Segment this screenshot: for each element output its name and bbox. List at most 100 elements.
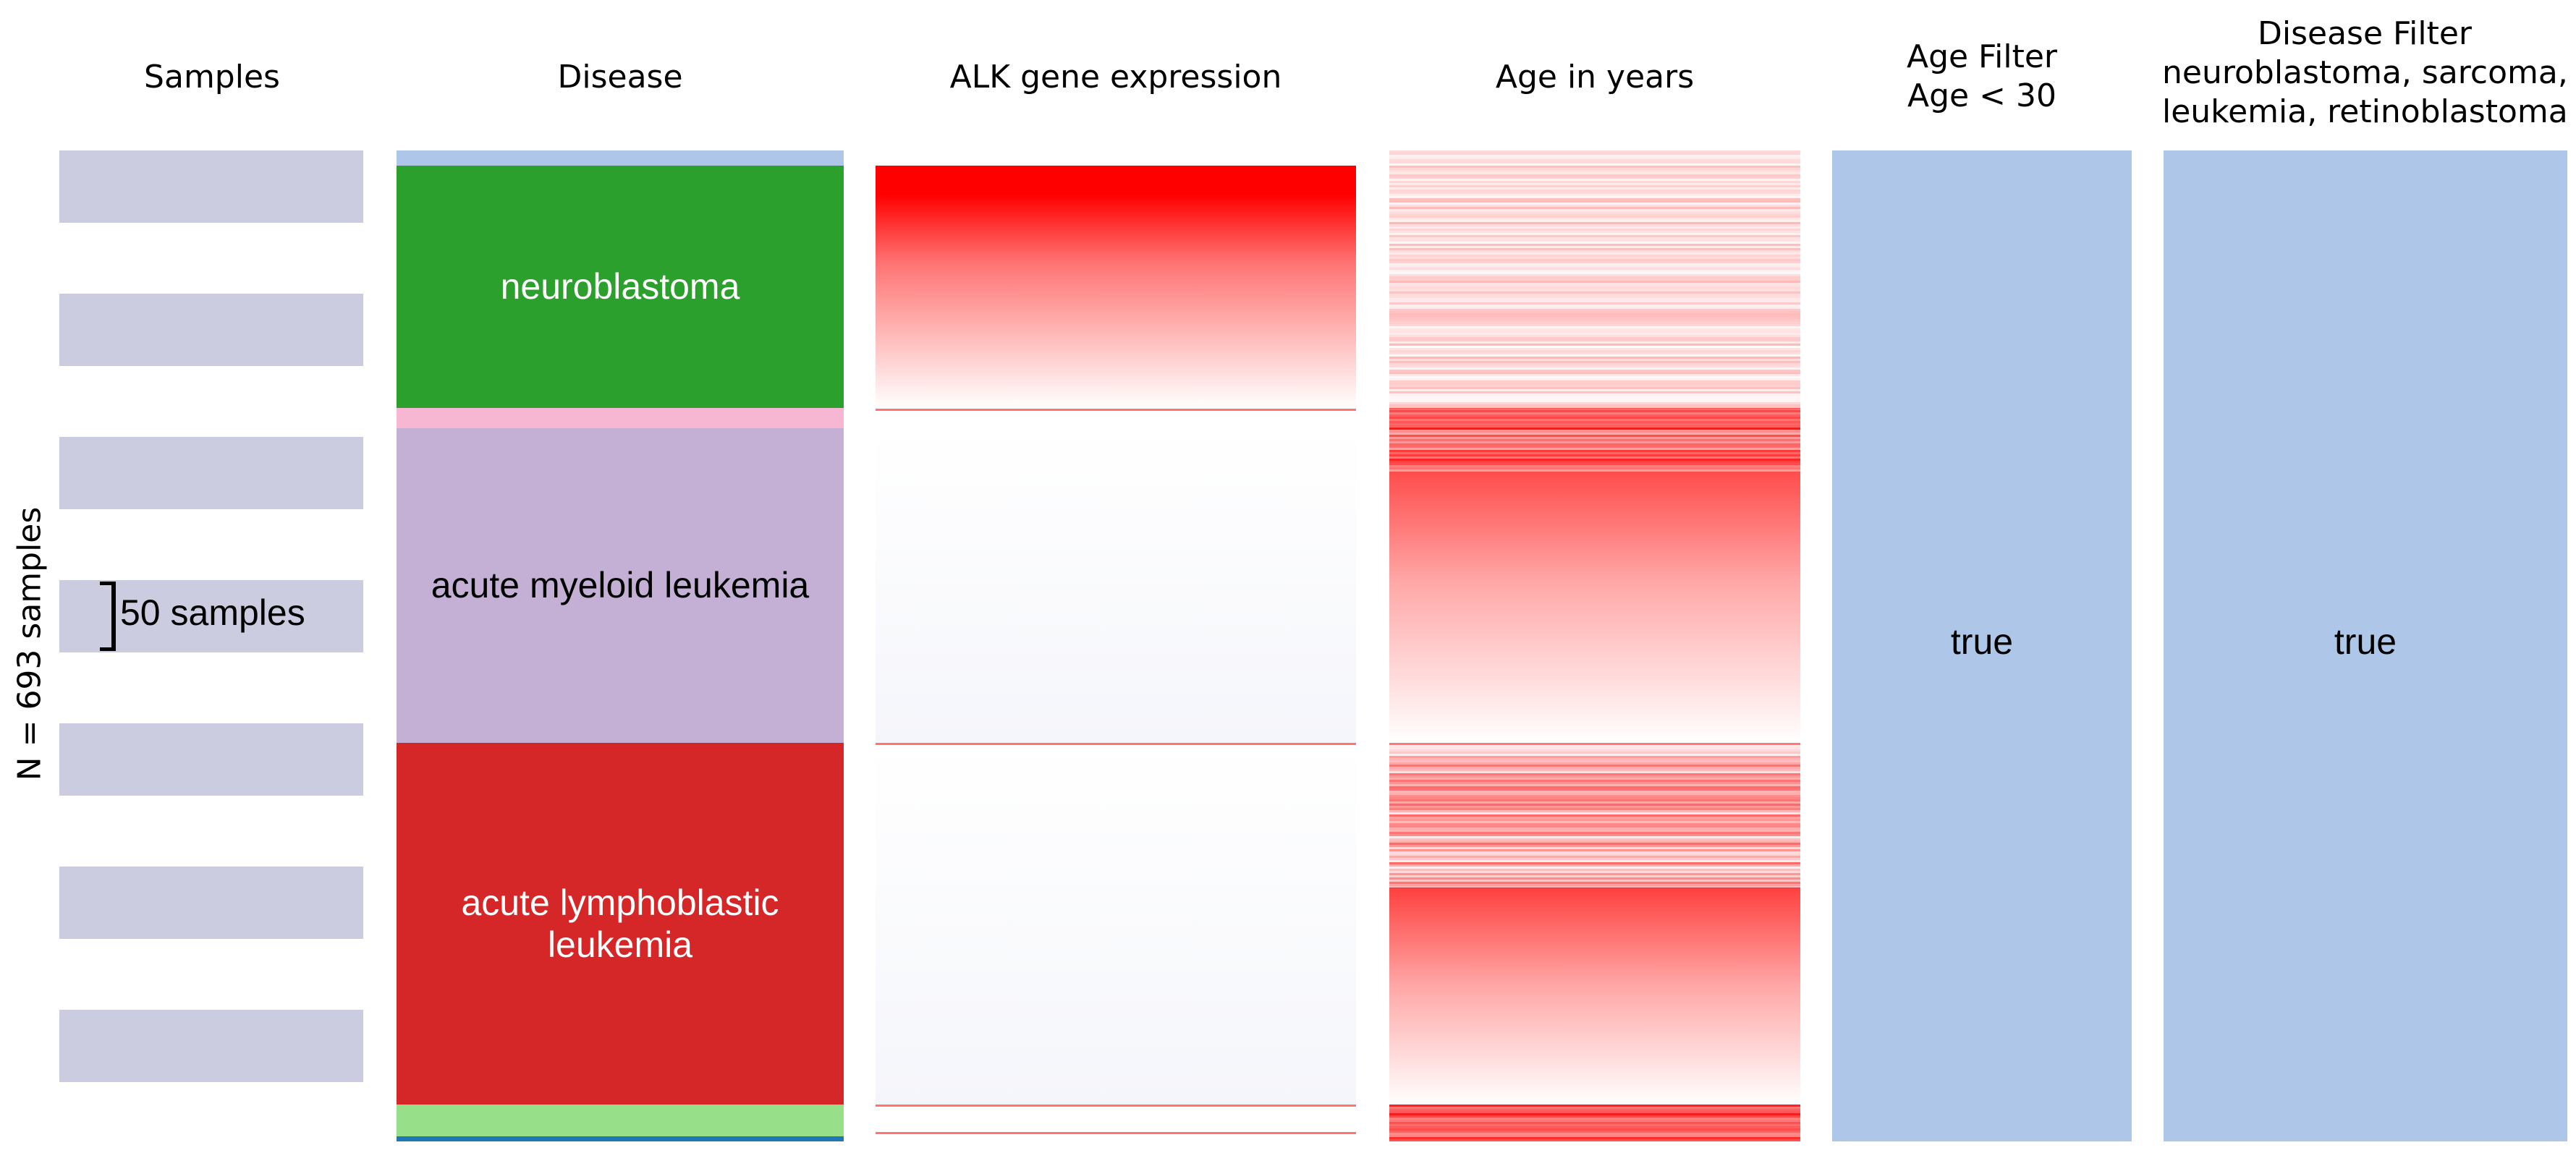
age-stripe — [1389, 248, 1800, 250]
age-stripe — [1389, 357, 1800, 359]
age-stripe — [1389, 886, 1800, 889]
age-stripe — [1389, 827, 1800, 830]
age-stripe — [1389, 361, 1800, 363]
header-age-filter: Age Filter Age < 30 — [1832, 38, 2132, 116]
age-stripe — [1389, 847, 1800, 850]
age-stripe — [1389, 832, 1800, 835]
header-disease: Disease — [557, 59, 683, 95]
age-stripe — [1389, 194, 1800, 196]
age-stripe — [1389, 806, 1800, 809]
header-disease-filter-line3: leukemia, retinoblastoma — [2162, 93, 2568, 130]
sample-block — [59, 437, 363, 509]
age-stripe — [1389, 760, 1800, 763]
age-stripe — [1389, 1135, 1800, 1138]
age-stripe — [1389, 823, 1800, 826]
age-stripe — [1389, 838, 1800, 841]
age-stripe — [1389, 434, 1800, 437]
age-stripe — [1389, 231, 1800, 233]
age-stripe — [1389, 150, 1800, 153]
age-stripe — [1389, 320, 1800, 322]
age-stripe — [1389, 283, 1800, 285]
age-stripe — [1389, 786, 1800, 789]
age-stripe — [1389, 793, 1800, 796]
age-stripe — [1389, 222, 1800, 224]
age-stripe — [1389, 370, 1800, 372]
sample-block — [59, 723, 363, 796]
age-stripe — [1389, 270, 1800, 272]
age-stripe — [1389, 393, 1800, 396]
age-stripe — [1389, 784, 1800, 787]
age-column — [1389, 150, 1800, 1141]
age-stripe — [1389, 456, 1800, 459]
age-stripe — [1389, 363, 1800, 365]
age-stripe — [1389, 771, 1800, 774]
age-stripe — [1389, 278, 1800, 281]
age-stripe — [1389, 387, 1800, 389]
age-stripe — [1389, 834, 1800, 837]
age-stripe — [1389, 851, 1800, 854]
scale-bar-label: 50 samples — [120, 592, 305, 633]
age-stripe — [1389, 181, 1800, 183]
age-stripe — [1389, 821, 1800, 824]
age-stripe — [1389, 265, 1800, 268]
age-stripe — [1389, 436, 1800, 439]
scale-bar-cap-top — [100, 582, 116, 585]
age-stripe — [1389, 159, 1800, 161]
age-stripe — [1389, 344, 1800, 346]
age-stripe — [1389, 354, 1800, 357]
age-stripe — [1389, 1105, 1800, 1107]
age-stripe — [1389, 754, 1800, 757]
age-stripe — [1389, 775, 1800, 778]
age-stripe — [1389, 233, 1800, 235]
age-stripe — [1389, 328, 1800, 331]
age-stripe — [1389, 383, 1800, 385]
age-stripe — [1389, 252, 1800, 255]
age-stripe — [1389, 380, 1800, 383]
disease-filter-value: true — [2334, 621, 2397, 662]
age-stripe — [1389, 812, 1800, 815]
disease-segment-label: neuroblastoma — [500, 266, 740, 307]
age-stripe — [1389, 255, 1800, 257]
age-stripe — [1389, 185, 1800, 187]
age-stripe — [1389, 854, 1800, 856]
age-stripe — [1389, 287, 1800, 289]
age-stripe — [1389, 337, 1800, 339]
age-stripe — [1389, 391, 1800, 393]
age-stripe — [1389, 407, 1800, 409]
age-stripe — [1389, 226, 1800, 229]
age-stripe — [1389, 884, 1800, 887]
age-stripe — [1389, 843, 1800, 846]
age-stripe — [1389, 464, 1800, 467]
age-stripe — [1389, 773, 1800, 776]
age-stripe — [1389, 875, 1800, 878]
age-stripe — [1389, 841, 1800, 843]
age-stripe — [1389, 880, 1800, 882]
age-stripe — [1389, 244, 1800, 246]
age-stripe — [1389, 765, 1800, 767]
age-stripe — [1389, 224, 1800, 226]
age-stripe — [1389, 817, 1800, 820]
age-stripe — [1389, 882, 1800, 885]
age-stripe — [1389, 427, 1800, 430]
age-stripe — [1389, 867, 1800, 869]
header-age-filter-line1: Age Filter — [1906, 38, 2058, 75]
sample-block — [59, 580, 363, 652]
header-age-filter-line2: Age < 30 — [1907, 77, 2056, 114]
age-stripe — [1389, 810, 1800, 813]
age-stripe — [1389, 183, 1800, 185]
age-stripe — [1389, 1126, 1800, 1129]
alk-aml-band — [876, 427, 1356, 744]
age-stripe — [1389, 410, 1800, 413]
age-stripe — [1389, 412, 1800, 415]
age-stripe — [1389, 294, 1800, 296]
age-all-gradient — [1389, 888, 1800, 1105]
age-stripe — [1389, 200, 1800, 203]
age-stripe — [1389, 315, 1800, 318]
age-stripe — [1389, 858, 1800, 861]
alk-neuroblastoma-band — [876, 165, 1356, 409]
age-stripe — [1389, 216, 1800, 218]
sample-block — [59, 150, 363, 223]
disease-filter-column — [2164, 150, 2567, 1141]
age-stripe — [1389, 795, 1800, 798]
age-stripe — [1389, 389, 1800, 391]
